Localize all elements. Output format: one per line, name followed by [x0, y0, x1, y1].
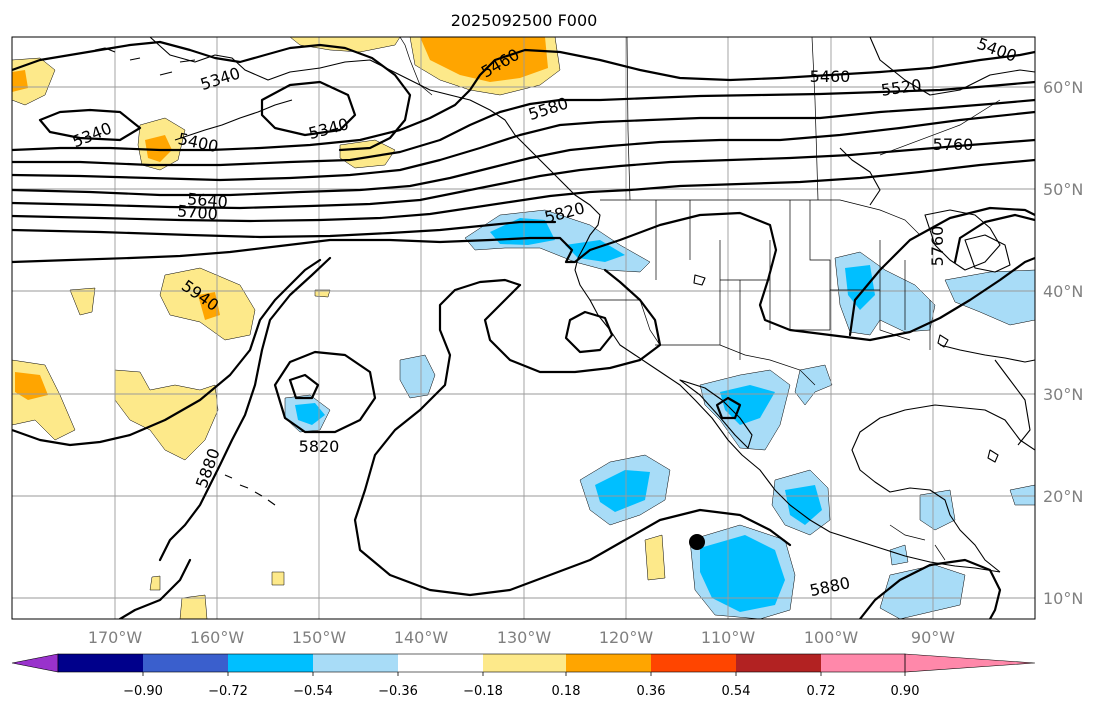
contour-label: 5820 — [299, 437, 340, 456]
tropical-cyclone-marker — [689, 534, 705, 550]
colorbar-tick-label: 0.72 — [807, 684, 836, 699]
colorbar-segment — [58, 654, 143, 672]
colorbar-tick-label: −0.18 — [463, 684, 503, 699]
lon-label: 130°W — [497, 628, 552, 647]
colorbar-outline — [57, 653, 906, 673]
colorbar-extend-low — [11, 653, 59, 673]
colorbar-tick-label: 0.54 — [722, 684, 751, 699]
height-contours — [12, 40, 1035, 619]
coastlines — [94, 37, 1035, 573]
lat-label: 20°N — [1043, 487, 1083, 506]
colorbar-tick-label: −0.54 — [293, 684, 333, 699]
lat-label: 40°N — [1043, 282, 1083, 301]
colorbar-tick-label: −0.72 — [208, 684, 248, 699]
lon-label: 90°W — [911, 628, 955, 647]
lat-label: 60°N — [1043, 78, 1083, 97]
lon-label: 120°W — [599, 628, 654, 647]
lat-label: 50°N — [1043, 180, 1083, 199]
contour-label: 5760 — [928, 226, 947, 267]
colorbar-segment — [483, 654, 566, 672]
lat-label: 30°N — [1043, 385, 1083, 404]
colorbar-extend-high — [904, 653, 1036, 673]
contour-label: 5460 — [810, 67, 851, 86]
colorbar-segment — [566, 654, 651, 672]
lon-label: 160°W — [190, 628, 245, 647]
colorbar-segment — [651, 654, 736, 672]
colorbar-tick-label: 0.18 — [552, 684, 581, 699]
lon-label: 150°W — [292, 628, 347, 647]
lon-label: 100°W — [804, 628, 859, 647]
colorbar-segment — [143, 654, 228, 672]
colorbar-segment — [313, 654, 398, 672]
negative-anomaly-fill — [284, 209, 1035, 619]
lon-label: 110°W — [701, 628, 756, 647]
colorbar-segment — [736, 654, 821, 672]
contour-label: 5640 — [186, 189, 228, 211]
contour-label: 5760 — [933, 135, 974, 154]
map-panel: 5340 5340 5340 5400 5460 5460 5520 5580 … — [11, 34, 1036, 620]
colorbar-tick-label: 0.36 — [637, 684, 666, 699]
lon-label: 140°W — [394, 628, 449, 647]
colorbar-tick-label: 0.90 — [891, 684, 920, 699]
colorbar-segment — [821, 654, 905, 672]
colorbar: −0.90 −0.72 −0.54 −0.36 −0.18 0.18 0.36 … — [11, 653, 1036, 699]
colorbar-tick-label: −0.90 — [123, 684, 163, 699]
colorbar-segment — [228, 654, 313, 672]
contour-label: 5700 — [176, 201, 218, 223]
colorbar-segment — [398, 654, 483, 672]
longitude-labels: 170°W 160°W 150°W 140°W 130°W 120°W 110°… — [88, 628, 955, 647]
colorbar-tick-label: −0.36 — [378, 684, 418, 699]
positive-anomaly-fill — [12, 37, 666, 619]
map-frame — [11, 36, 1036, 620]
latitude-labels: 60°N 50°N 40°N 30°N 20°N 10°N — [1043, 78, 1083, 608]
figure-title: 2025092500 F000 — [451, 11, 598, 30]
lat-label: 10°N — [1043, 589, 1083, 608]
lon-label: 170°W — [88, 628, 143, 647]
